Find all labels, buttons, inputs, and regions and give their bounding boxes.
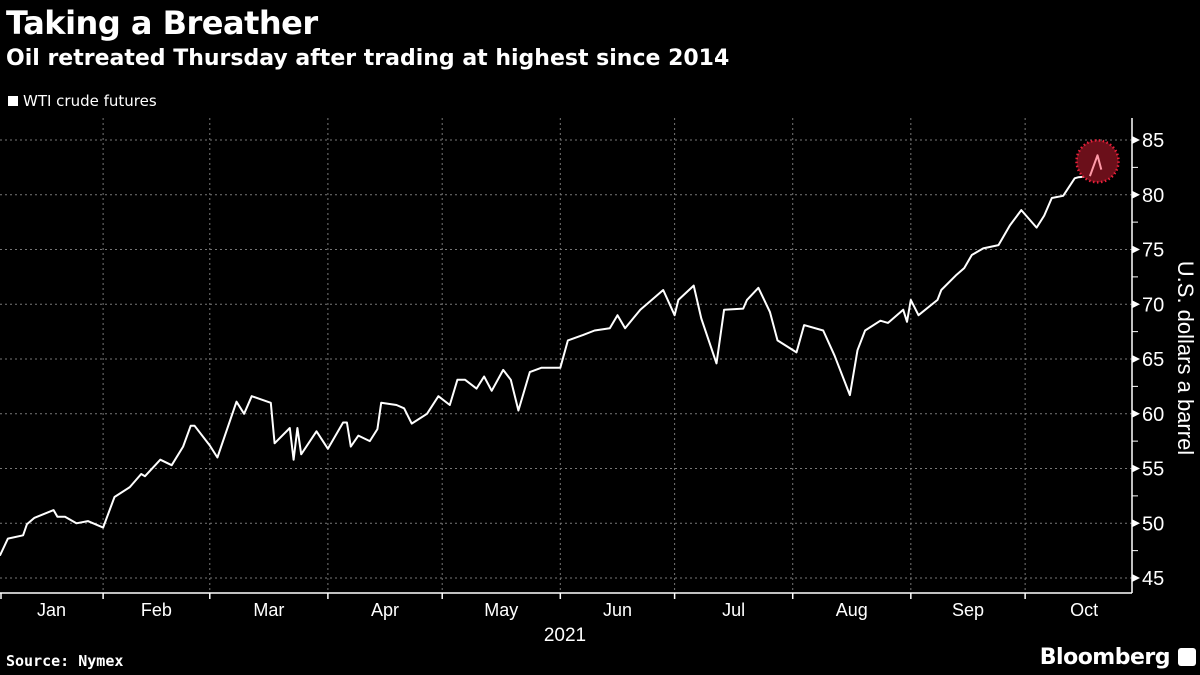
series-line-highlight xyxy=(1088,154,1103,177)
series-line-wti xyxy=(0,175,1090,556)
chart-subtitle: Oil retreated Thursday after trading at … xyxy=(6,46,730,71)
legend-label: WTI crude futures xyxy=(23,92,157,110)
x-tick-label: Sep xyxy=(952,600,984,620)
x-tick-label: Jun xyxy=(603,600,632,620)
x-tick-label: May xyxy=(484,600,518,620)
y-tick-mark xyxy=(1132,355,1140,363)
legend-swatch xyxy=(8,96,18,106)
y-tick-label: 65 xyxy=(1142,349,1164,371)
y-tick-label: 75 xyxy=(1142,240,1164,262)
y-tick-label: 50 xyxy=(1142,513,1164,535)
y-tick-mark xyxy=(1132,245,1140,254)
y-tick-label: 80 xyxy=(1142,185,1164,207)
x-tick-label: Apr xyxy=(371,600,399,620)
y-tick-label: 70 xyxy=(1142,294,1164,316)
x-tick-label: Aug xyxy=(836,600,868,620)
y-tick-mark xyxy=(1132,300,1140,309)
y-tick-mark xyxy=(1132,464,1140,473)
x-tick-label: Oct xyxy=(1070,600,1098,620)
x-tick-label: Mar xyxy=(253,600,284,620)
y-tick-label: 60 xyxy=(1142,404,1164,426)
y-tick-mark xyxy=(1132,519,1140,528)
x-tick-label: Jan xyxy=(37,600,66,620)
y-tick-mark xyxy=(1132,409,1140,418)
x-axis-label: 2021 xyxy=(544,625,586,646)
y-tick-label: 85 xyxy=(1142,130,1164,152)
x-tick-label: Feb xyxy=(141,600,172,620)
y-tick-label: 55 xyxy=(1142,459,1164,481)
x-tick-label: Jul xyxy=(722,600,745,620)
bloomberg-chart-icon xyxy=(1178,648,1196,666)
legend: WTI crude futures xyxy=(8,92,157,110)
y-tick-label: 45 xyxy=(1142,568,1164,590)
bloomberg-logo: Bloomberg xyxy=(1039,645,1171,670)
source-note: Source: Nymex xyxy=(6,652,124,670)
y-tick-mark xyxy=(1132,574,1140,582)
y-axis-label: U.S. dollars a barrel xyxy=(1173,261,1198,455)
chart-title: Taking a Breather xyxy=(6,4,318,42)
y-tick-mark xyxy=(1132,136,1140,144)
highlight-circle xyxy=(1075,139,1120,184)
y-tick-mark xyxy=(1132,190,1140,199)
